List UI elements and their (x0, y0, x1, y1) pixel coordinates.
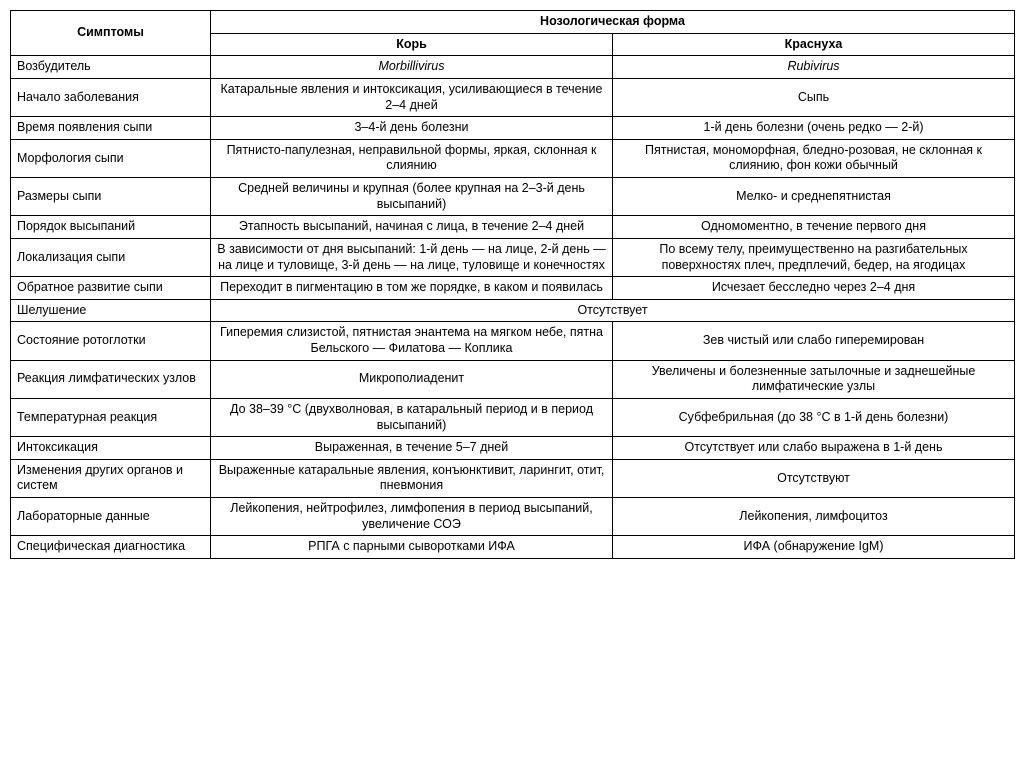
symptom-cell: Обратное развитие сыпи (11, 277, 211, 300)
symptom-cell: Возбудитель (11, 56, 211, 79)
table-row: Порядок высыпанийЭтапность высыпаний, на… (11, 216, 1015, 239)
value-b-cell: Сыпь (613, 78, 1015, 116)
value-a-cell: Выраженная, в течение 5–7 дней (211, 437, 613, 460)
value-b-cell: Отсутствуют (613, 459, 1015, 497)
value-a-cell: 3–4-й день болезни (211, 117, 613, 140)
table-row: Лабораторные данныеЛейкопения, нейтрофил… (11, 498, 1015, 536)
value-a-cell: Morbillivirus (211, 56, 613, 79)
symptom-cell: Размеры сыпи (11, 178, 211, 216)
value-b-cell: Субфебрильная (до 38 °С в 1-й день болез… (613, 398, 1015, 436)
header-form-group: Нозологическая форма (211, 11, 1015, 34)
value-b-cell: Мелко- и среднепятнистая (613, 178, 1015, 216)
value-b-cell: ИФА (обнаружение IgM) (613, 536, 1015, 559)
value-a-cell: Микрополиаденит (211, 360, 613, 398)
value-a-cell: Гиперемия слизистой, пятнистая энантема … (211, 322, 613, 360)
value-b-cell: Пятнистая, мономорфная, бледно-розовая, … (613, 139, 1015, 177)
symptom-cell: Начало заболевания (11, 78, 211, 116)
value-a-cell: Выраженные катаральные явления, конъюнкт… (211, 459, 613, 497)
value-a-cell: РПГА с парными сыворотками ИФА (211, 536, 613, 559)
table-row: ШелушениеОтсутствует (11, 299, 1015, 322)
table-row: Локализация сыпиВ зависимости от дня выс… (11, 238, 1015, 276)
header-col-a: Корь (211, 33, 613, 56)
table-row: Изменения других органов и системВыражен… (11, 459, 1015, 497)
symptom-cell: Специфическая диагностика (11, 536, 211, 559)
header-symptoms: Симптомы (11, 11, 211, 56)
value-b-cell: Зев чистый или слабо гиперемирован (613, 322, 1015, 360)
value-a-cell: До 38–39 °С (двухволновая, в катаральный… (211, 398, 613, 436)
symptom-cell: Порядок высыпаний (11, 216, 211, 239)
table-body: ВозбудительMorbillivirusRubivirusНачало … (11, 56, 1015, 559)
symptom-cell: Лабораторные данные (11, 498, 211, 536)
value-b-cell: По всему телу, преимущественно на разгиб… (613, 238, 1015, 276)
table-row: Обратное развитие сыпиПереходит в пигмен… (11, 277, 1015, 300)
table-row: ВозбудительMorbillivirusRubivirus (11, 56, 1015, 79)
value-b-cell: Увеличены и болезненные затылочные и зад… (613, 360, 1015, 398)
symptom-cell: Реакция лимфатических узлов (11, 360, 211, 398)
value-b-cell: 1-й день болезни (очень редко — 2-й) (613, 117, 1015, 140)
table-row: Размеры сыпиСредней величины и крупная (… (11, 178, 1015, 216)
symptom-cell: Температурная реакция (11, 398, 211, 436)
symptom-cell: Интоксикация (11, 437, 211, 460)
symptom-cell: Шелушение (11, 299, 211, 322)
table-row: Начало заболеванияКатаральные явления и … (11, 78, 1015, 116)
value-b-cell: Отсутствует или слабо выражена в 1-й ден… (613, 437, 1015, 460)
header-col-b: Краснуха (613, 33, 1015, 56)
value-a-cell: В зависимости от дня высыпаний: 1-й день… (211, 238, 613, 276)
table-row: Время появления сыпи3–4-й день болезни1-… (11, 117, 1015, 140)
symptom-cell: Изменения других органов и систем (11, 459, 211, 497)
value-b-cell: Одномоментно, в течение первого дня (613, 216, 1015, 239)
value-b-cell: Исчезает бесследно через 2–4 дня (613, 277, 1015, 300)
value-a-cell: Лейкопения, нейтрофилез, лимфопения в пе… (211, 498, 613, 536)
symptom-cell: Состояние ротоглотки (11, 322, 211, 360)
table-row: Состояние ротоглоткиГиперемия слизистой,… (11, 322, 1015, 360)
value-a-cell: Пятнисто-папулезная, неправильной формы,… (211, 139, 613, 177)
value-a-cell: Этапность высыпаний, начиная с лица, в т… (211, 216, 613, 239)
comparison-table: Симптомы Нозологическая форма Корь Красн… (10, 10, 1015, 559)
table-row: Специфическая диагностикаРПГА с парными … (11, 536, 1015, 559)
merged-value-cell: Отсутствует (211, 299, 1015, 322)
symptom-cell: Морфология сыпи (11, 139, 211, 177)
symptom-cell: Локализация сыпи (11, 238, 211, 276)
table-row: ИнтоксикацияВыраженная, в течение 5–7 дн… (11, 437, 1015, 460)
value-a-cell: Катаральные явления и интоксикация, усил… (211, 78, 613, 116)
value-a-cell: Переходит в пигментацию в том же порядке… (211, 277, 613, 300)
value-b-cell: Лейкопения, лимфоцитоз (613, 498, 1015, 536)
table-row: Температурная реакцияДо 38–39 °С (двухво… (11, 398, 1015, 436)
table-row: Реакция лимфатических узловМикрополиаден… (11, 360, 1015, 398)
value-a-cell: Средней величины и крупная (более крупна… (211, 178, 613, 216)
table-header: Симптомы Нозологическая форма Корь Красн… (11, 11, 1015, 56)
symptom-cell: Время появления сыпи (11, 117, 211, 140)
value-b-cell: Rubivirus (613, 56, 1015, 79)
table-row: Морфология сыпиПятнисто-папулезная, непр… (11, 139, 1015, 177)
